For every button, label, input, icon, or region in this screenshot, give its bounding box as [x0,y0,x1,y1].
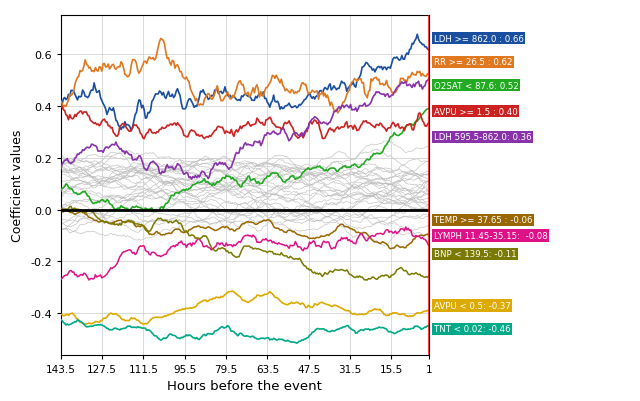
Y-axis label: Coefficient values: Coefficient values [12,130,24,241]
Text: TEMP >= 37.65 : -0.06: TEMP >= 37.65 : -0.06 [434,216,532,225]
Text: AVPU >= 1.5 : 0.40: AVPU >= 1.5 : 0.40 [434,107,518,116]
Text: TNT < 0.02: -0.46: TNT < 0.02: -0.46 [434,324,511,334]
Text: RR >= 26.5 : 0.62: RR >= 26.5 : 0.62 [434,58,513,67]
Text: AVPU < 0.5: -0.37: AVPU < 0.5: -0.37 [434,301,511,310]
Text: O2SAT < 87.6: 0.52: O2SAT < 87.6: 0.52 [434,81,519,90]
X-axis label: Hours before the event: Hours before the event [168,379,322,392]
Text: LDH >= 862.0 : 0.66: LDH >= 862.0 : 0.66 [434,35,524,44]
Text: LYMPH 11.45-35.15:  -0.08: LYMPH 11.45-35.15: -0.08 [434,231,548,240]
Text: LDH 595.5-862.0: 0.36: LDH 595.5-862.0: 0.36 [434,133,532,142]
Text: BNP < 139.5: -0.11: BNP < 139.5: -0.11 [434,249,516,259]
